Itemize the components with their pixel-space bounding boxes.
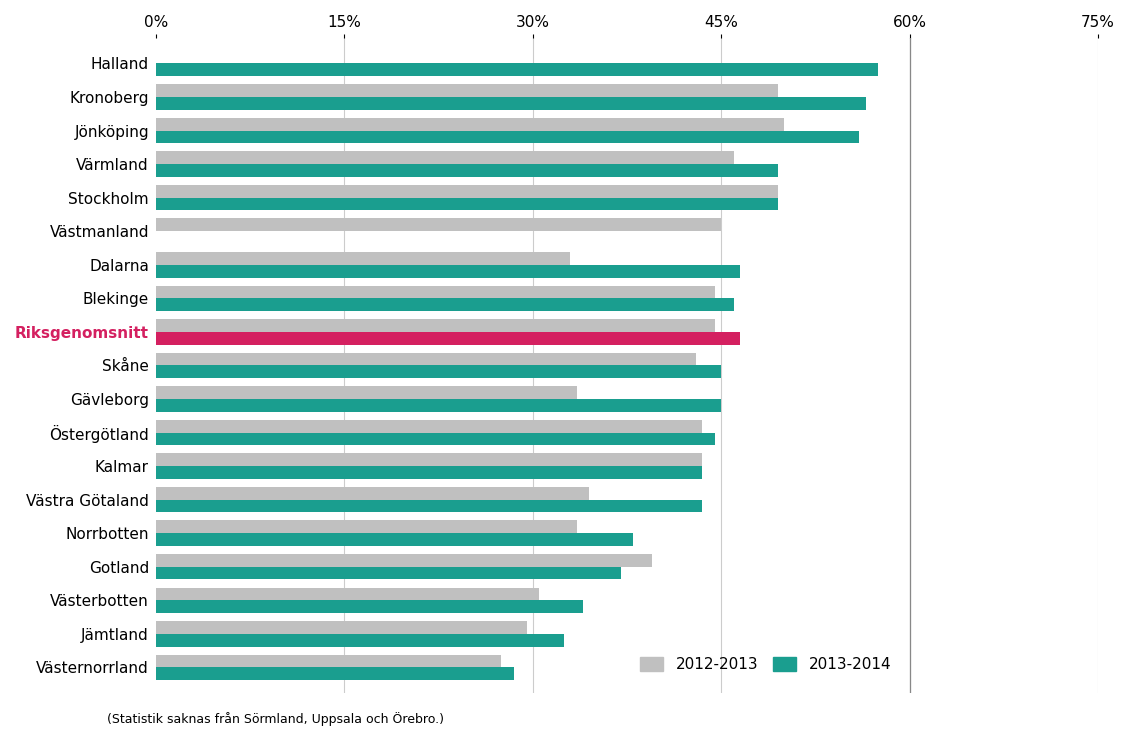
Bar [156,353,696,366]
Bar [156,420,703,433]
Bar [156,634,564,646]
Bar [156,533,633,546]
Bar [156,97,866,110]
Bar [156,520,576,533]
Bar [156,130,860,143]
Bar [156,332,740,345]
Text: (Statistik saknas från Sörmland, Uppsala och Örebro.): (Statistik saknas från Sörmland, Uppsala… [107,712,444,726]
Bar [156,265,740,278]
Bar [156,587,539,600]
Bar [156,151,733,164]
Bar [156,185,777,198]
Bar [156,218,721,231]
Bar [156,433,715,445]
Bar [156,453,703,466]
Bar [156,164,777,177]
Bar [156,386,576,399]
Bar [156,668,514,680]
Bar [156,554,652,567]
Bar [156,500,703,512]
Bar [156,298,733,311]
Legend: 2012-2013, 2013-2014: 2012-2013, 2013-2014 [634,651,897,678]
Bar [156,84,777,97]
Bar [156,198,777,211]
Bar [156,63,878,76]
Bar [156,487,590,500]
Bar [156,567,620,579]
Bar [156,399,721,412]
Bar [156,366,721,378]
Bar [156,252,571,265]
Bar [156,466,703,479]
Bar [156,285,715,298]
Bar [156,319,715,332]
Bar [156,600,583,613]
Bar [156,654,502,668]
Bar [156,118,784,130]
Bar [156,621,527,634]
